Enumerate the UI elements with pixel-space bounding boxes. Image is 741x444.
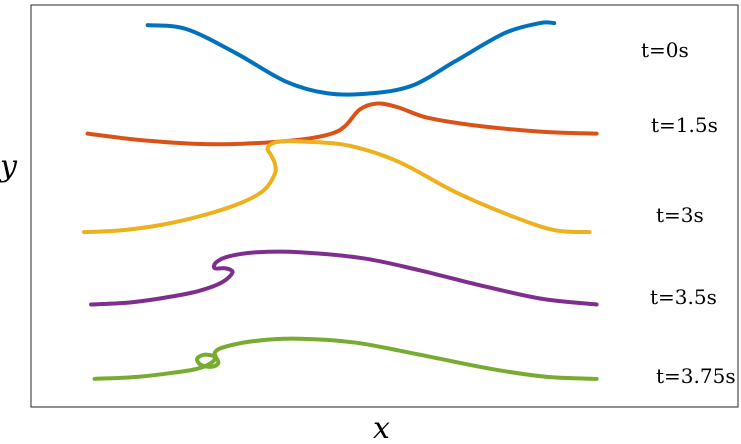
series-line-2 [85,101,599,147]
series-label-3: t=3s [656,203,704,227]
curve-labels: t=0s t=1.5s t=3s t=3.5s t=3.75s [641,38,736,388]
series-line-1 [145,20,557,97]
y-axis-label: y [0,149,18,184]
series-label-5: t=3.75s [656,364,736,388]
series-line-4 [89,249,599,307]
x-axis-label: x [373,411,390,444]
series-line-5 [92,336,599,381]
series-label-1: t=0s [641,38,689,62]
series-label-2: t=1.5s [651,113,718,137]
series-layer [82,20,599,381]
series-label-4: t=3.5s [650,285,717,309]
series-line-3 [82,139,592,235]
plot-frame [30,4,739,408]
